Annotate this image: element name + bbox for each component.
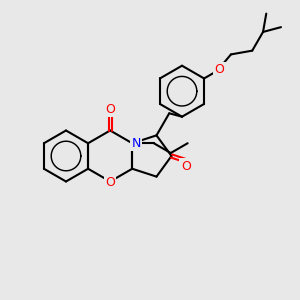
Text: O: O bbox=[214, 63, 224, 76]
Text: O: O bbox=[181, 160, 191, 172]
Text: N: N bbox=[131, 137, 141, 150]
Text: O: O bbox=[105, 103, 115, 116]
Text: O: O bbox=[105, 176, 115, 190]
